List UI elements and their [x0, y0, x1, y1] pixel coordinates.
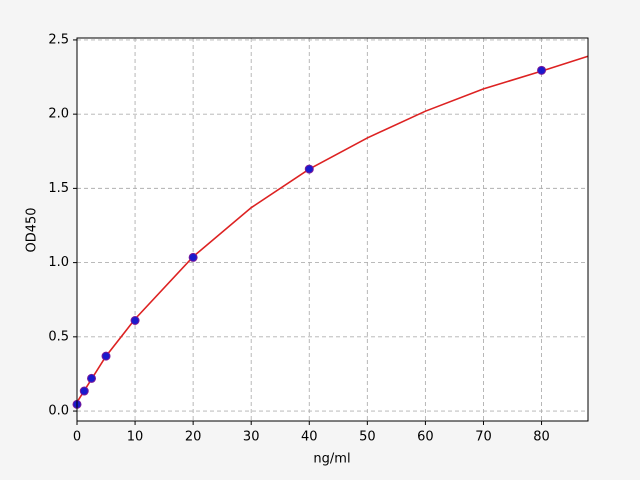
x-axis-label: ng/ml [313, 452, 350, 467]
y-tick-label: 1.5 [48, 181, 69, 196]
y-tick-label: 1.0 [48, 255, 69, 270]
x-tick-label: 60 [417, 430, 434, 445]
data-point [101, 351, 111, 361]
y-tick-label: 0.0 [48, 404, 69, 419]
x-tick-label: 70 [475, 430, 492, 445]
x-tick-label: 20 [185, 430, 202, 445]
y-tick-label: 2.0 [48, 107, 69, 122]
y-axis-label: OD450 [25, 207, 40, 252]
x-tick-label: 50 [359, 430, 376, 445]
data-point [87, 373, 97, 383]
data-point [537, 65, 547, 75]
x-tick-label: 30 [243, 430, 260, 445]
plot-area [77, 38, 588, 421]
data-point [130, 315, 140, 325]
y-tick-label: 2.5 [48, 32, 69, 47]
y-tick-label: 0.5 [48, 329, 69, 344]
data-point [304, 164, 314, 174]
x-tick-label: 0 [73, 430, 81, 445]
data-point [79, 386, 89, 396]
plot-frame [76, 37, 589, 422]
data-point [188, 252, 198, 262]
x-tick-label: 80 [533, 430, 550, 445]
x-tick-label: 10 [127, 430, 144, 445]
x-tick-label: 40 [301, 430, 318, 445]
